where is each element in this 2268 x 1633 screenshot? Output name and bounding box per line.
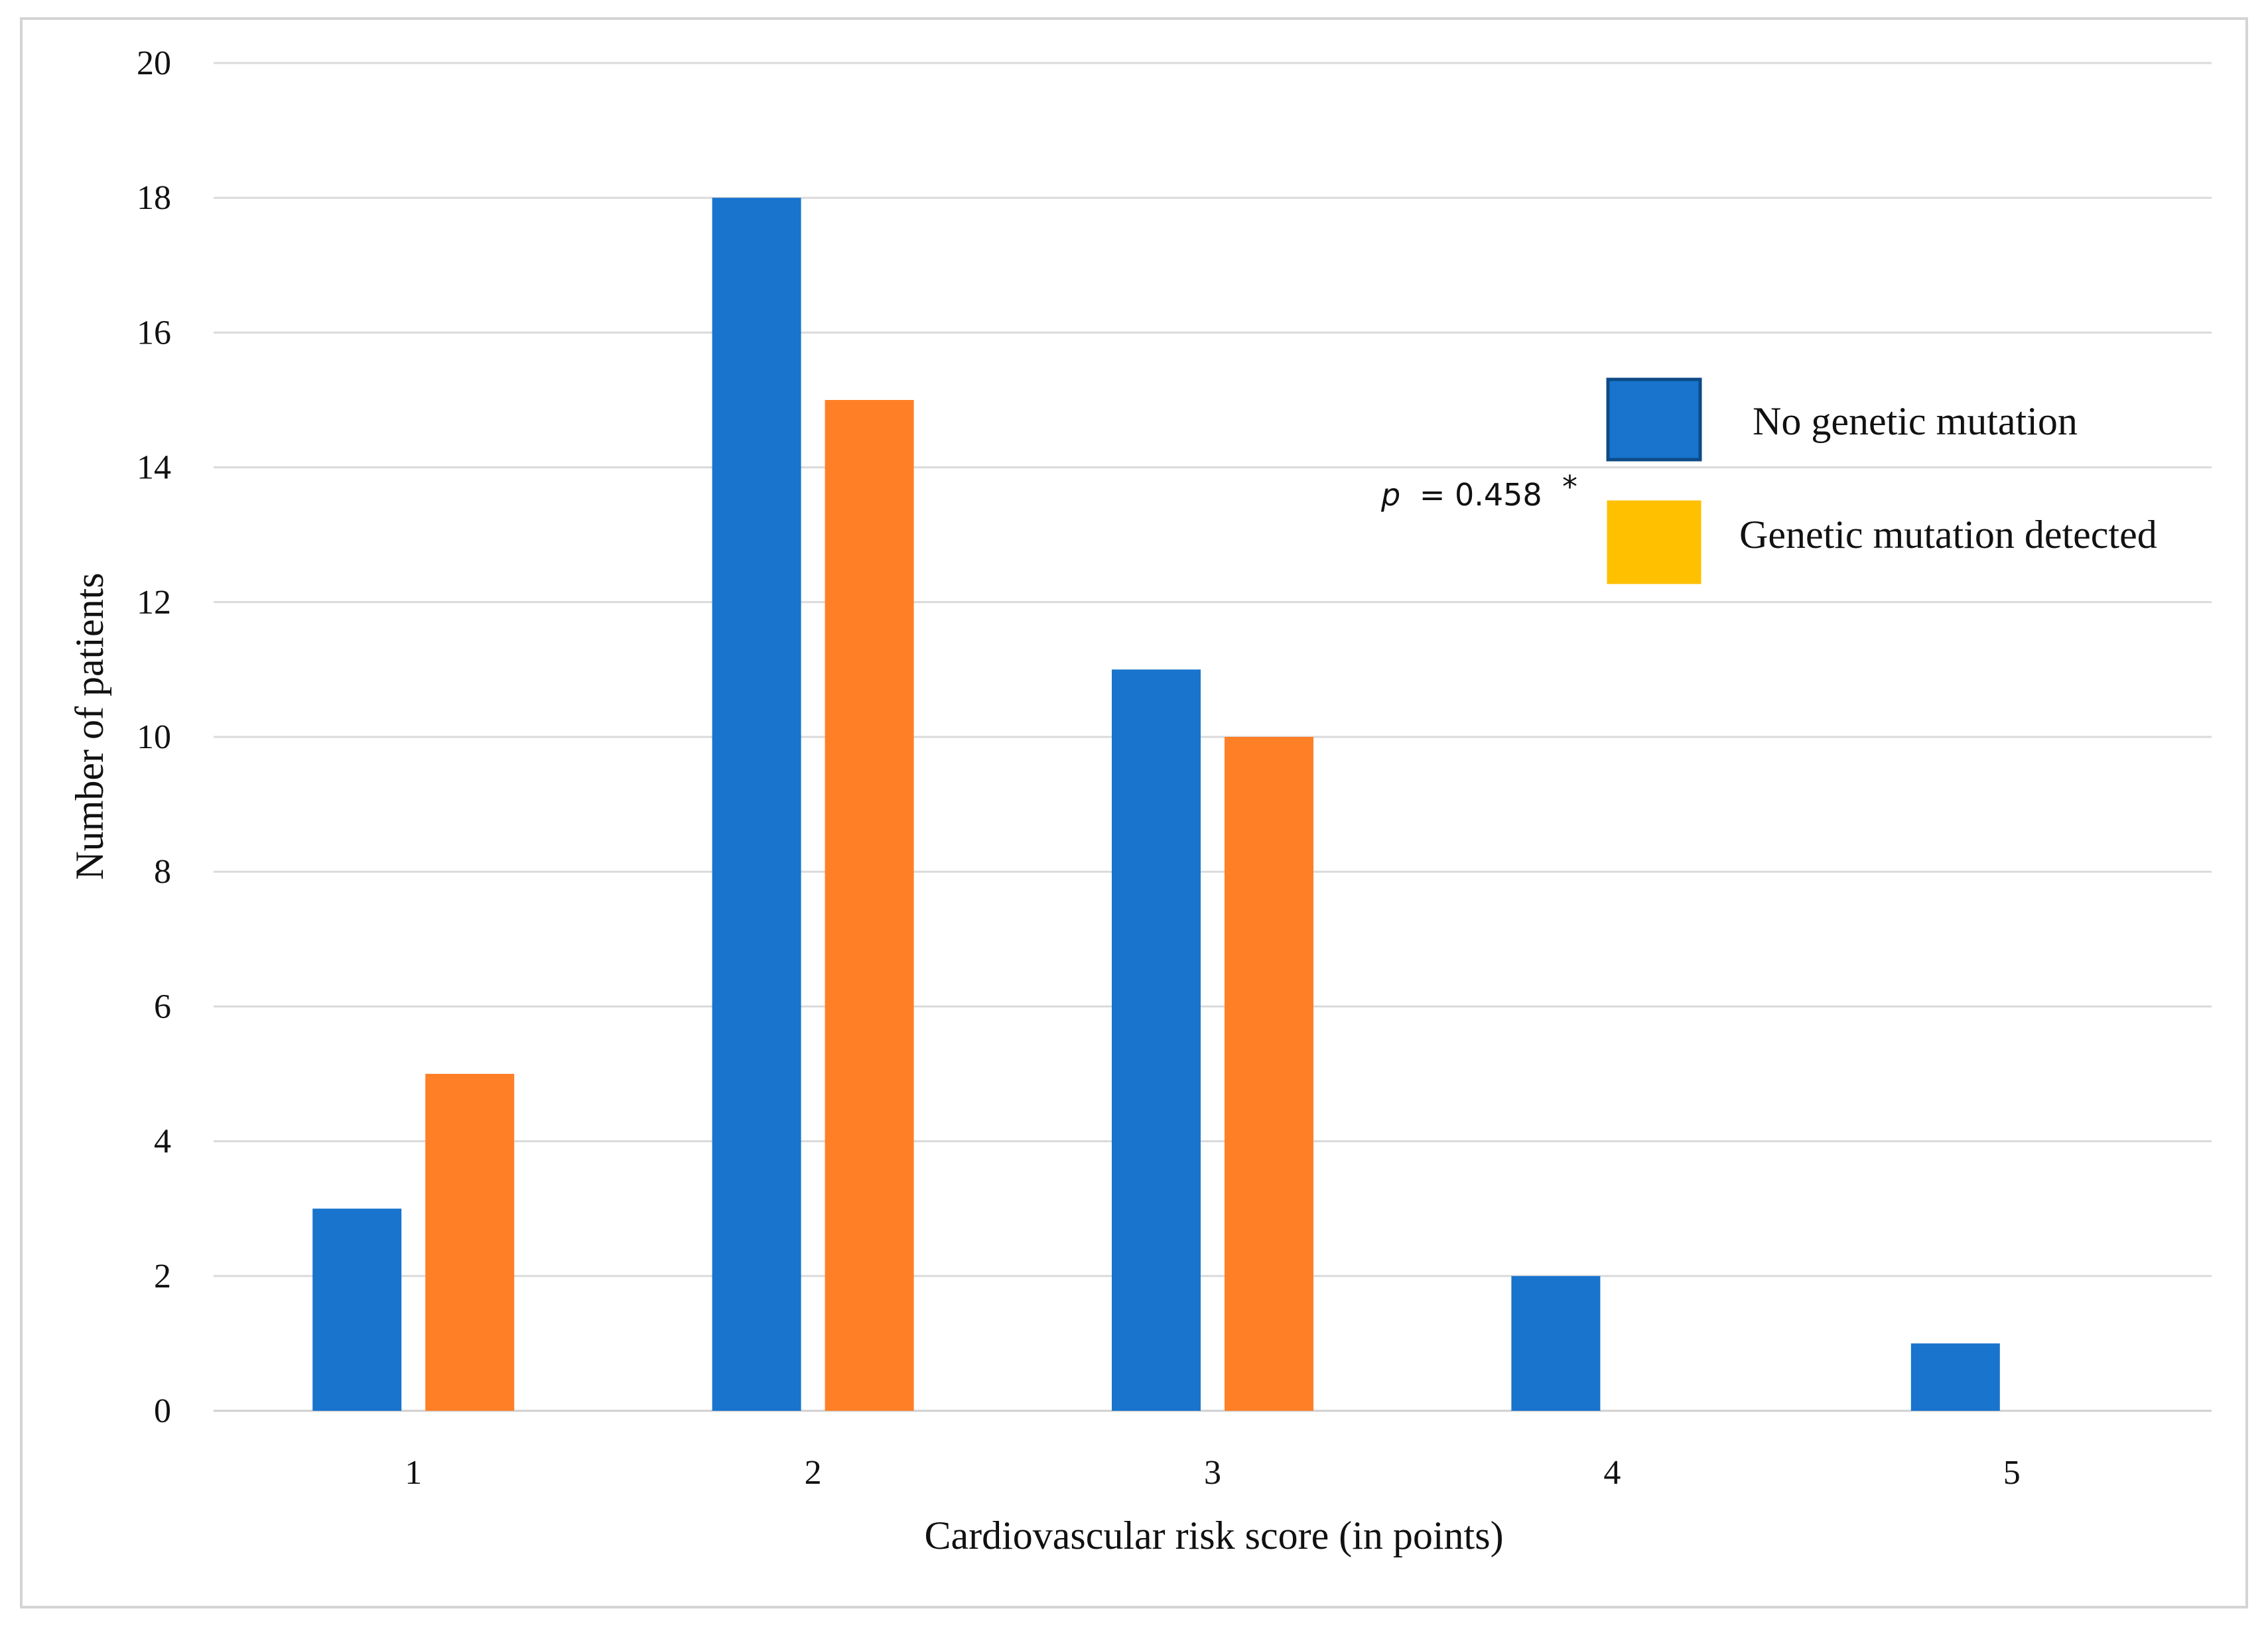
x-axis-ticks: 1 2 3 4 5 xyxy=(405,1454,2021,1492)
x-axis-title: Cardiovascular risk score (in points) xyxy=(924,1514,1503,1557)
bar-no-mutation-1 xyxy=(312,1208,402,1411)
p-symbol: p xyxy=(1380,477,1400,513)
significance-marker: * xyxy=(1562,469,1577,505)
bar-mutation-detected-3 xyxy=(1225,737,1313,1411)
svg-text:p = 0.458: p = 0.458 xyxy=(1380,477,1542,513)
y-tick-label-4: 4 xyxy=(154,1123,171,1161)
bar-no-mutation-4 xyxy=(1511,1275,1601,1411)
y-tick-label-8: 8 xyxy=(154,853,171,891)
x-tick-label-4: 4 xyxy=(1603,1454,1621,1492)
y-tick-label-16: 16 xyxy=(137,314,171,352)
bars xyxy=(312,198,2000,1411)
bar-no-mutation-5 xyxy=(1910,1343,2000,1411)
bar-mutation-detected-2 xyxy=(825,400,914,1411)
x-tick-label-5: 5 xyxy=(2003,1454,2021,1492)
legend-label-mutation-detected: Genetic mutation detected xyxy=(1739,513,2157,556)
p-value: = 0.458 xyxy=(1420,477,1542,513)
legend-swatch-mutation-detected xyxy=(1607,500,1701,584)
bar-mutation-detected-1 xyxy=(425,1074,515,1411)
y-tick-label-10: 10 xyxy=(137,718,171,756)
legend-swatch-no-mutation xyxy=(1606,377,1702,462)
y-tick-label-20: 20 xyxy=(137,44,171,82)
x-tick-label-3: 3 xyxy=(1204,1454,1221,1492)
legend-label-no-mutation: No genetic mutation xyxy=(1753,399,2078,443)
x-tick-label-2: 2 xyxy=(805,1454,822,1492)
gridlines xyxy=(214,62,2212,1412)
bar-no-mutation-2 xyxy=(712,198,801,1411)
legend: No genetic mutation Genetic mutation det… xyxy=(1606,377,2157,584)
bar-no-mutation-3 xyxy=(1112,669,1201,1411)
y-tick-label-14: 14 xyxy=(137,449,171,487)
y-tick-label-12: 12 xyxy=(137,584,171,621)
y-axis-title: Number of patients xyxy=(68,572,111,880)
y-axis-ticks: 0 2 4 6 8 10 12 14 16 18 20 xyxy=(137,44,171,1430)
y-tick-label-2: 2 xyxy=(154,1258,171,1295)
y-tick-label-18: 18 xyxy=(137,179,171,217)
y-tick-label-6: 6 xyxy=(154,988,171,1025)
p-value-annotation: p = 0.458 * xyxy=(1380,469,1577,513)
y-tick-label-0: 0 xyxy=(154,1392,171,1430)
x-tick-label-1: 1 xyxy=(405,1454,422,1492)
